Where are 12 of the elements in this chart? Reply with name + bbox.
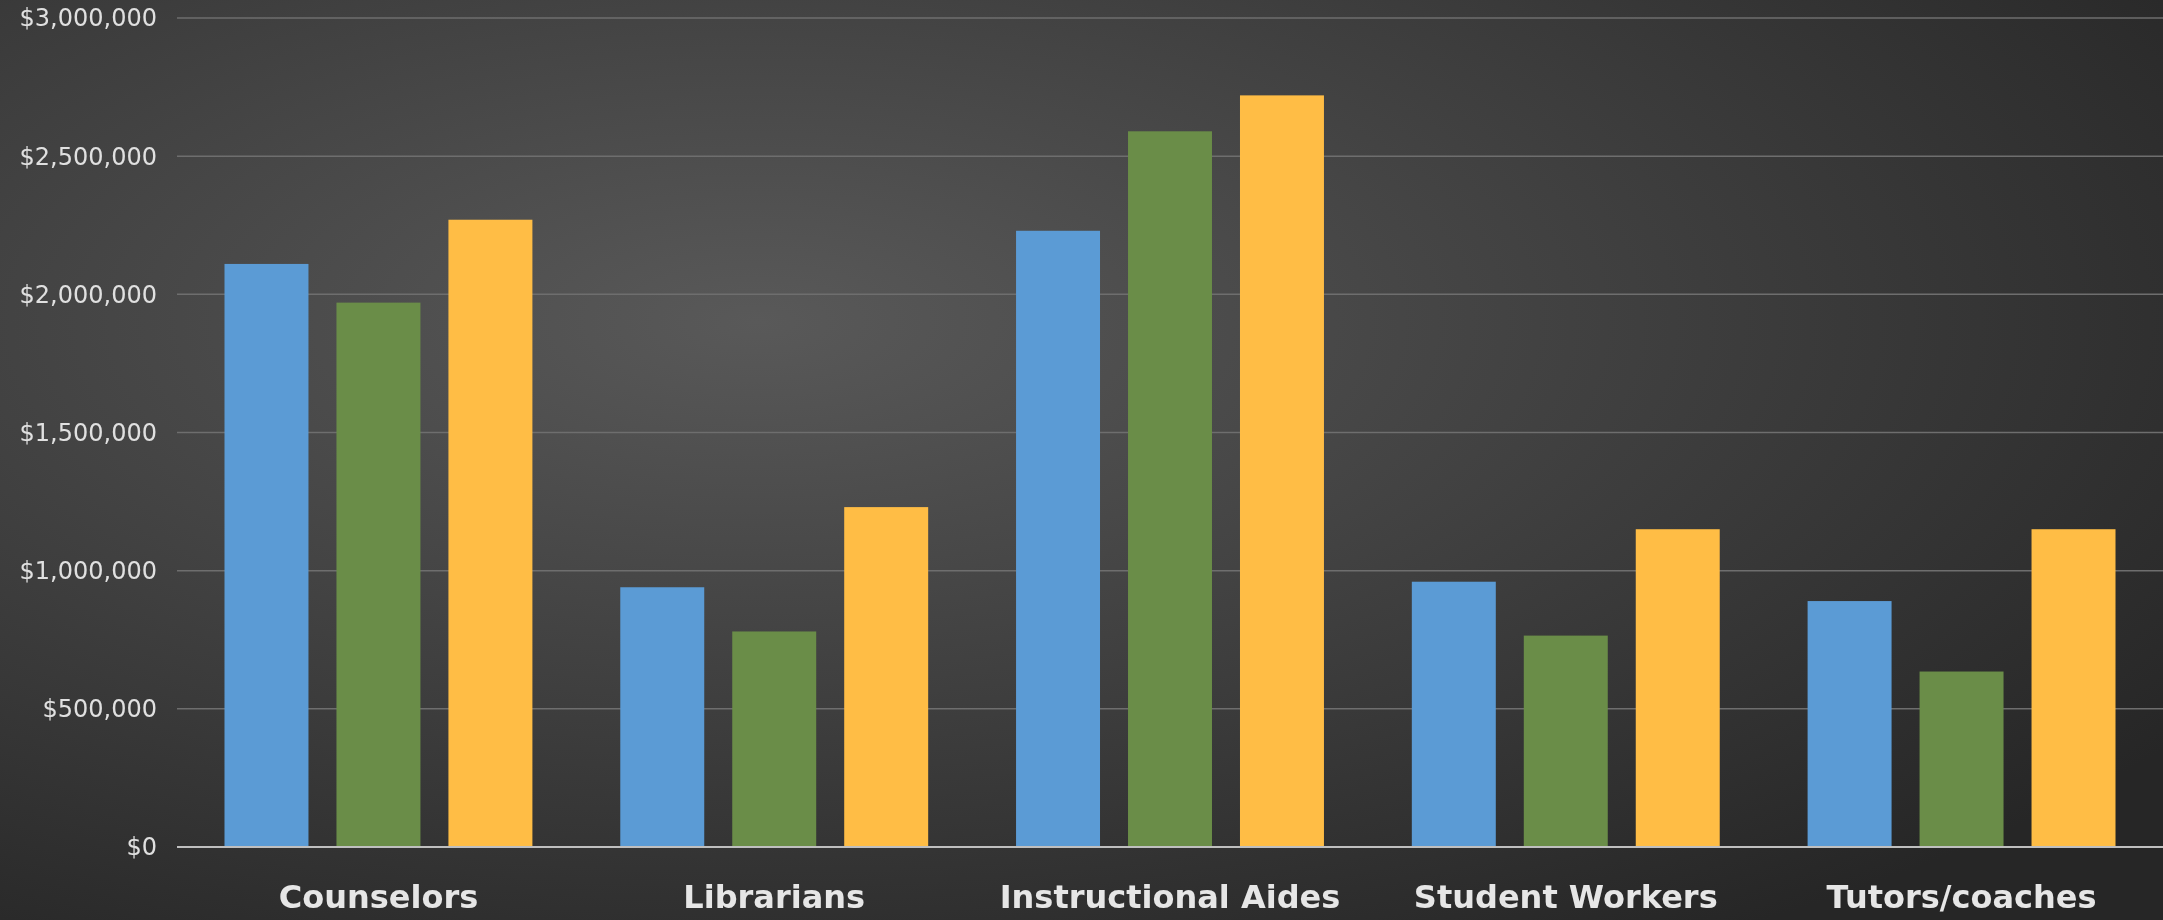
y-tick-label: $2,500,000 [19, 142, 157, 171]
x-tick-label: Tutors/coaches [1826, 878, 2097, 917]
x-tick-label: Instructional Aides [999, 878, 1341, 917]
y-tick-label: $1,500,000 [19, 418, 157, 447]
y-tick-label: $500,000 [42, 695, 157, 724]
x-tick-label: Librarians [683, 878, 866, 917]
y-tick-label: $1,000,000 [19, 557, 157, 586]
y-tick-label: $2,000,000 [19, 280, 157, 309]
y-tick-label: $3,000,000 [19, 4, 157, 33]
x-tick-label: Student Workers [1413, 878, 1718, 917]
x-tick-label: Counselors [278, 878, 479, 917]
y-tick-label: $0 [126, 833, 157, 862]
